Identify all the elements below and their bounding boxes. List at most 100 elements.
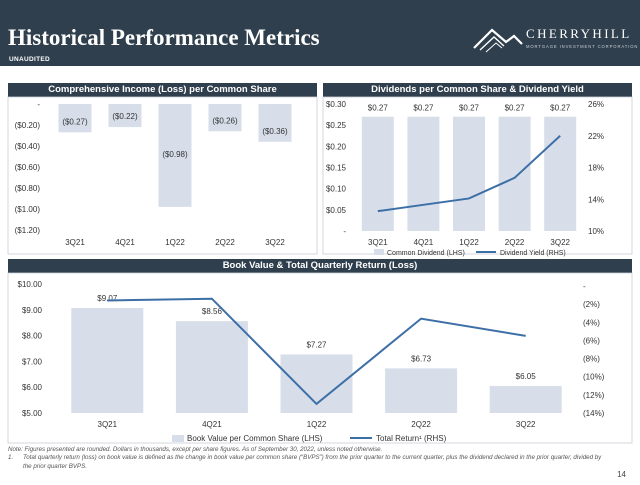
chart-title-comprehensive-income: Comprehensive Income (Loss) per Common S…: [8, 83, 317, 97]
div-bar: [361, 116, 394, 231]
ci-data-label: ($0.36): [262, 127, 288, 136]
div-bar: [544, 116, 577, 231]
footnote-note: Note: Figures presented are rounded. Dol…: [8, 446, 383, 453]
div-left-tick-label: $0.25: [326, 121, 347, 130]
div-xtick-label: 3Q22: [550, 238, 570, 247]
page-subtitle: UNAUDITED: [9, 56, 50, 63]
div-right-tick-label: 26%: [588, 100, 604, 109]
bv-xtick-label: 1Q22: [307, 420, 327, 429]
div-bar: [407, 116, 440, 231]
div-left-tick-label: $0.30: [326, 100, 347, 109]
bv-legend-bar-label: Book Value per Common Share (LHS): [187, 434, 323, 443]
logo-tagline: MORTGAGE INVESTMENT CORPORATION: [526, 44, 639, 49]
ci-bar: [258, 104, 292, 142]
page-number: 14: [617, 470, 626, 479]
bv-xtick-label: 3Q21: [98, 420, 118, 429]
panel-border-bv: [7, 272, 633, 444]
bv-right-tick-label: (12%): [583, 391, 605, 400]
mountain-logo-icon: [473, 28, 523, 53]
div-left-tick-label: -: [343, 227, 346, 236]
ci-ytick-label: ($0.20): [15, 121, 41, 130]
div-left-tick-label: $0.20: [326, 142, 347, 151]
ci-bar: [58, 104, 92, 133]
panel-border-ci: [7, 96, 318, 255]
bv-right-tick-label: (2%): [583, 300, 600, 309]
header-bar: Historical Performance Metrics UNAUDITED…: [0, 0, 640, 66]
bv-right-tick-label: (14%): [583, 409, 605, 418]
div-bar: [453, 116, 485, 231]
ci-data-label: ($0.22): [112, 112, 138, 121]
ci-xtick-label: 2Q22: [215, 238, 235, 247]
div-data-label: $0.27: [368, 104, 389, 113]
footnote-1-text: Total quarterly return (loss) on book va…: [23, 454, 602, 470]
bv-bar: [385, 368, 458, 413]
div-right-tick-label: 22%: [588, 132, 604, 141]
logo-name: CHERRYHILL: [526, 26, 632, 41]
footnote-1-number: 1.: [8, 454, 14, 462]
bv-left-tick-label: $8.00: [22, 332, 43, 341]
ci-data-label: ($0.26): [212, 116, 238, 125]
div-right-tick-label: 18%: [588, 164, 604, 173]
bv-left-tick-label: $10.00: [18, 280, 43, 289]
div-left-tick-label: $0.05: [326, 206, 347, 215]
bv-bar: [175, 321, 248, 413]
bv-total-return-line: [107, 297, 526, 406]
bv-left-tick-label: $9.00: [22, 306, 43, 315]
ci-ytick-label: ($0.40): [15, 142, 41, 151]
bv-left-tick-label: $5.00: [22, 409, 43, 418]
ci-xtick-label: 3Q22: [265, 238, 285, 247]
bv-xtick-label: 4Q21: [202, 420, 222, 429]
div-bar: [498, 116, 531, 231]
bv-data-label: $6.73: [411, 354, 432, 363]
company-logo: CHERRYHILL MORTGAGE INVESTMENT CORPORATI…: [472, 24, 640, 56]
ci-xtick-label: 4Q21: [115, 238, 135, 247]
bv-xtick-label: 3Q22: [516, 420, 536, 429]
bv-data-label: $7.27: [306, 340, 327, 349]
div-xtick-label: 1Q22: [459, 238, 479, 247]
div-left-tick-label: $0.15: [326, 164, 347, 173]
div-xtick-label: 2Q22: [505, 238, 525, 247]
bv-data-label: $9.07: [97, 294, 118, 303]
ci-bar: [158, 104, 192, 207]
footnote-1: 1. Total quarterly return (loss) on book…: [8, 454, 608, 471]
ci-xtick-label: 1Q22: [165, 238, 185, 247]
bv-bar: [71, 307, 144, 413]
div-right-tick-label: 10%: [588, 227, 604, 236]
ci-bar: [208, 104, 242, 132]
ci-bar: [108, 104, 142, 128]
bv-bar: [489, 385, 562, 413]
div-right-tick-label: 14%: [588, 195, 604, 204]
chart-title-dividends: Dividends per Common Share & Dividend Yi…: [323, 83, 632, 97]
bv-legend-line-label: Total Return¹ (RHS): [376, 434, 447, 443]
bv-xtick-label: 2Q22: [411, 420, 431, 429]
bv-data-label: $8.56: [202, 307, 223, 316]
bv-left-tick-label: $6.00: [22, 383, 43, 392]
bv-right-tick-label: (10%): [583, 373, 605, 382]
bv-left-tick-label: $7.00: [22, 357, 43, 366]
div-data-label: $0.27: [505, 104, 526, 113]
ci-data-label: ($0.98): [162, 150, 188, 159]
ci-ytick-label: ($1.20): [15, 226, 41, 235]
chart-title-book-value: Book Value & Total Quarterly Return (Los…: [8, 259, 632, 273]
div-yield-line: [377, 135, 561, 213]
ci-xtick-label: 3Q21: [65, 238, 85, 247]
bv-data-label: $6.05: [516, 372, 537, 381]
bv-right-tick-label: (8%): [583, 355, 600, 364]
div-legend-bar-swatch: [374, 249, 384, 255]
bv-right-tick-label: (6%): [583, 336, 600, 345]
div-legend-line-label: Dividend Yield (RHS): [500, 250, 566, 257]
ci-data-label: ($0.27): [62, 117, 88, 126]
div-data-label: $0.27: [459, 104, 480, 113]
bv-legend-bar-swatch: [172, 435, 184, 442]
page-title: Historical Performance Metrics: [8, 25, 320, 50]
div-left-tick-label: $0.10: [326, 185, 347, 194]
ci-ytick-label: ($0.80): [15, 184, 41, 193]
div-xtick-label: 4Q21: [414, 238, 434, 247]
ci-ytick-label: -: [37, 100, 40, 109]
bv-right-tick-label: -: [583, 282, 586, 291]
div-data-label: $0.27: [413, 104, 434, 113]
ci-ytick-label: ($0.60): [15, 163, 41, 172]
ci-ytick-label: ($1.00): [15, 205, 41, 214]
panel-border-div: [322, 96, 633, 255]
